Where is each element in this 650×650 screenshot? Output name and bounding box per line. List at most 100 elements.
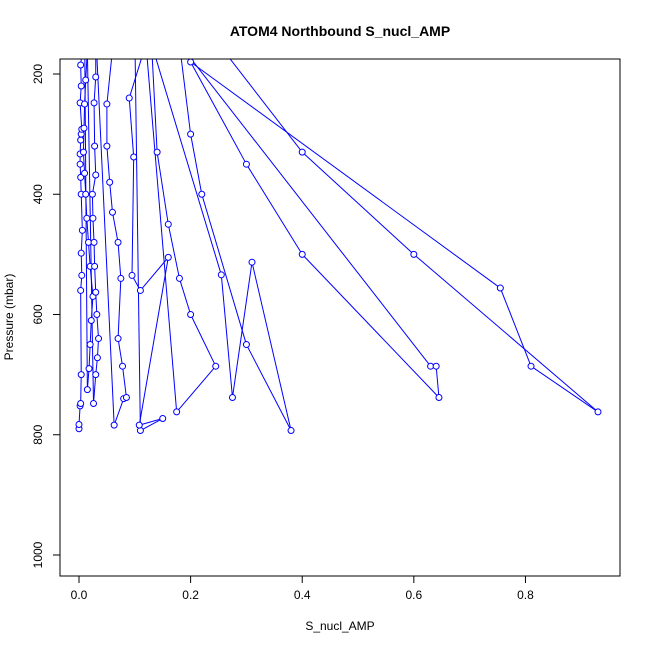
series-segment	[301, 254, 440, 398]
data-point	[90, 99, 98, 107]
series-segment	[94, 146, 97, 176]
data-point	[93, 311, 101, 318]
series-segment	[229, 59, 303, 153]
data-point	[77, 61, 85, 69]
data-point	[82, 190, 90, 198]
series-segment	[88, 344, 91, 369]
data-point	[114, 238, 122, 246]
y-tick-label: 800	[31, 424, 45, 444]
series-segment	[117, 338, 124, 367]
data-point	[110, 421, 118, 429]
series-segment	[80, 64, 82, 87]
data-point	[77, 399, 85, 407]
series-segment	[155, 59, 222, 275]
series-segment	[131, 156, 135, 276]
y-tick-label: 1000	[31, 541, 45, 568]
series-lines	[78, 59, 599, 431]
x-tick-label: 0.8	[517, 588, 534, 602]
data-point	[89, 214, 97, 222]
data-point	[77, 249, 85, 257]
series-segment	[530, 365, 599, 413]
plot-frame	[59, 58, 621, 577]
series-segment	[85, 194, 88, 219]
series-segment	[84, 79, 87, 105]
series-segment	[178, 278, 192, 315]
x-tick-label: 0.2	[182, 588, 199, 602]
data-point	[82, 76, 90, 84]
data-point	[106, 178, 114, 186]
series-segment	[82, 152, 86, 174]
data-point	[198, 190, 206, 198]
series-segment	[84, 173, 87, 195]
series-segment	[93, 76, 97, 103]
data-point	[92, 171, 100, 179]
data-point	[87, 317, 95, 325]
series-segment	[190, 134, 203, 195]
y-tick-label: 200	[31, 64, 45, 84]
series-segment	[96, 59, 115, 426]
data-point	[77, 82, 85, 90]
series-segment	[134, 59, 141, 431]
data-point	[91, 262, 99, 270]
data-point	[187, 130, 195, 138]
data-point	[81, 169, 89, 177]
series-segment	[128, 59, 142, 99]
data-point	[212, 362, 220, 370]
data-point	[217, 271, 225, 279]
series-segment	[91, 194, 94, 219]
series-segment	[117, 242, 122, 279]
data-point	[81, 100, 89, 108]
data-point	[103, 142, 111, 150]
y-axis-label: Pressure (mbar)	[2, 274, 16, 361]
series-segment	[138, 257, 169, 426]
series-segment	[190, 59, 431, 367]
data-point	[83, 386, 91, 394]
series-segment	[151, 59, 158, 153]
data-point	[164, 253, 172, 261]
data-point	[248, 258, 256, 266]
data-point	[153, 148, 161, 156]
series-segment	[80, 194, 83, 231]
series-segment	[190, 61, 247, 165]
data-point	[435, 393, 443, 401]
data-point	[128, 271, 136, 279]
series-segment	[92, 218, 95, 243]
data-point	[527, 362, 535, 370]
y-tick-label: 400	[31, 184, 45, 204]
data-point	[91, 142, 99, 150]
series-segment	[113, 398, 125, 426]
series-segment	[109, 182, 113, 213]
data-point	[77, 173, 85, 181]
data-point	[90, 238, 98, 246]
data-point	[93, 354, 101, 362]
series-segment	[128, 98, 135, 158]
series-segment	[86, 218, 89, 243]
data-point	[173, 408, 181, 416]
data-point	[496, 284, 504, 292]
series-segment	[86, 368, 90, 390]
series-segment	[251, 262, 292, 431]
data-point	[78, 271, 86, 279]
series-segment	[85, 59, 88, 81]
series-segment	[140, 418, 163, 431]
data-point	[159, 415, 167, 423]
series-segment	[156, 152, 169, 225]
series-points	[75, 59, 602, 435]
data-point	[114, 335, 122, 343]
series-segment	[80, 374, 82, 404]
data-point	[92, 73, 100, 81]
data-point	[136, 286, 144, 294]
x-tick-label: 0.0	[71, 588, 88, 602]
data-point	[594, 408, 602, 416]
data-point	[76, 160, 84, 168]
series-segment	[106, 146, 111, 183]
data-point	[187, 311, 195, 318]
series-segment	[139, 418, 163, 426]
y-tick-label: 600	[31, 304, 45, 324]
data-point	[103, 100, 111, 108]
y-axis: 200 400 600 800 1000	[31, 64, 60, 568]
series-segment	[499, 287, 532, 367]
series-segment	[167, 224, 180, 279]
data-point	[287, 427, 295, 435]
series-segment	[122, 366, 127, 398]
